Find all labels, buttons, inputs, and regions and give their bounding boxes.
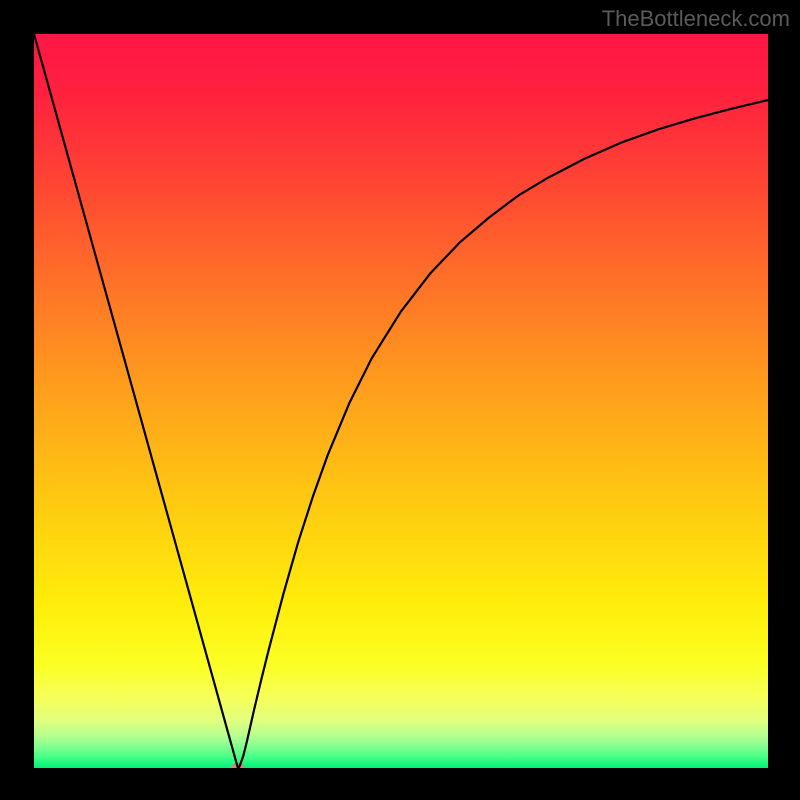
curve-layer <box>34 34 768 768</box>
chart-frame: TheBottleneck.com <box>0 0 800 800</box>
plot-area <box>34 34 768 768</box>
watermark-text: TheBottleneck.com <box>602 6 790 32</box>
bottleneck-curve <box>34 34 768 768</box>
